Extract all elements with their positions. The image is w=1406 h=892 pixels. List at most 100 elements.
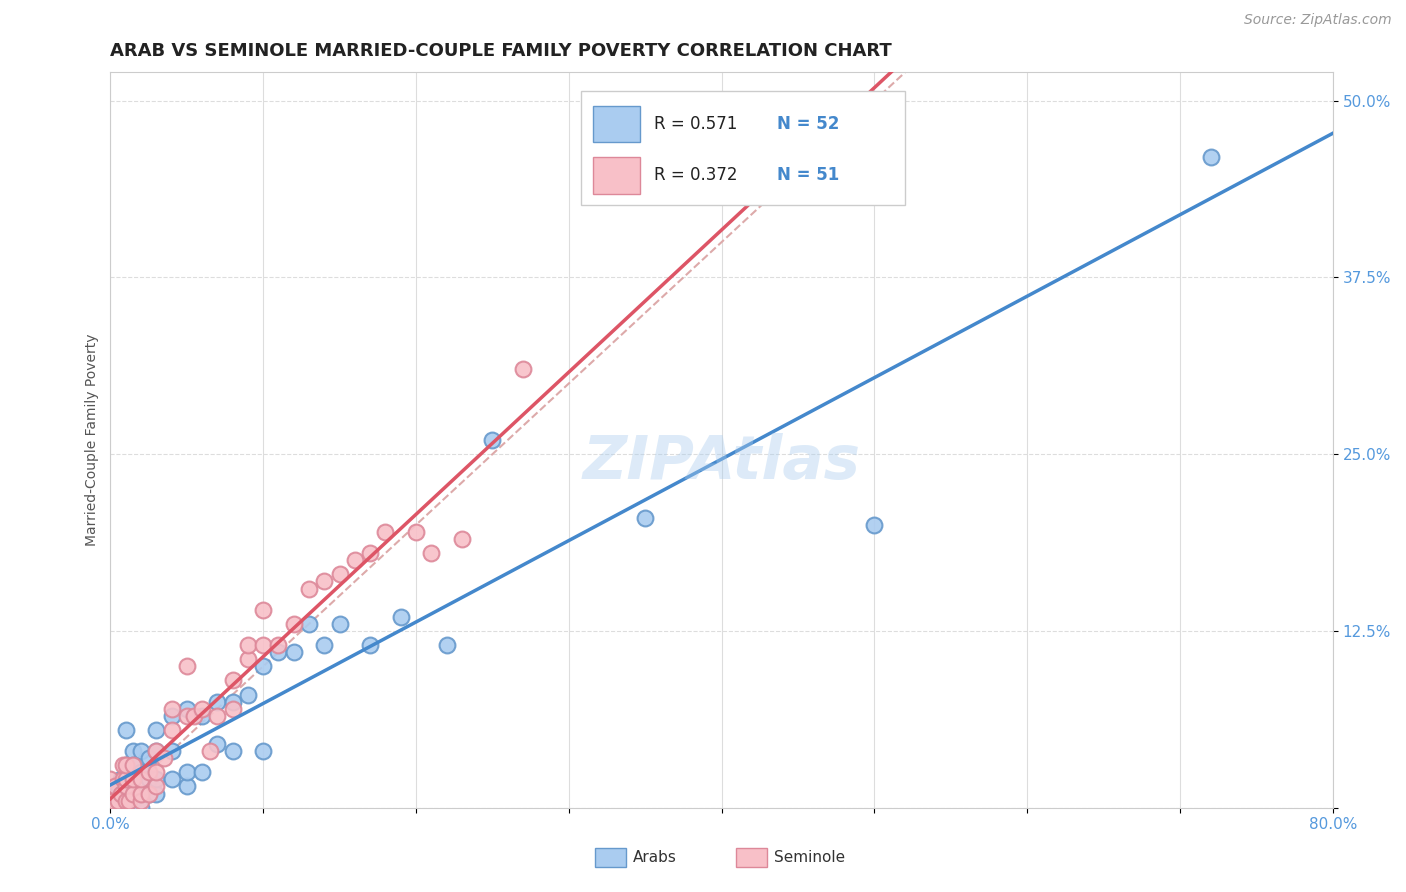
Point [176,765,198,780]
Point [129,765,152,780]
Point [129,800,152,814]
Point [138,787,160,801]
Text: Seminole: Seminole [773,850,845,865]
Point [283,616,305,631]
Point [191,702,214,716]
FancyBboxPatch shape [593,157,640,194]
Point [176,780,198,794]
Point [267,645,290,659]
Point [329,567,352,582]
Point [104,787,127,801]
Point [100,794,122,808]
Point [512,362,534,376]
Point [122,787,145,801]
Point [111,758,134,772]
Point [314,638,336,652]
Text: ZIPAtlas: ZIPAtlas [582,433,860,491]
Point [283,645,305,659]
Point [138,787,160,801]
Point [374,524,396,539]
Point [104,780,127,794]
Point [634,511,657,525]
FancyBboxPatch shape [581,91,905,205]
Point [145,744,167,758]
Point [122,794,145,808]
Text: R = 0.571: R = 0.571 [654,115,738,133]
Point [252,603,274,617]
Point [129,794,152,808]
Point [145,744,167,758]
Y-axis label: Married-Couple Family Poverty: Married-Couple Family Poverty [86,334,100,546]
Point [207,708,229,723]
Point [359,638,381,652]
Point [405,524,427,539]
Point [129,744,152,758]
Point [111,800,134,814]
Point [145,765,167,780]
Point [129,772,152,787]
Point [114,758,136,772]
Point [236,638,259,652]
Point [153,751,176,765]
Text: Source: ZipAtlas.com: Source: ZipAtlas.com [1244,13,1392,28]
Point [118,794,141,808]
Text: ARAB VS SEMINOLE MARRIED-COUPLE FAMILY POVERTY CORRELATION CHART: ARAB VS SEMINOLE MARRIED-COUPLE FAMILY P… [111,42,893,60]
Point [145,723,167,737]
Point [114,794,136,808]
Point [114,758,136,772]
Point [114,780,136,794]
Point [183,708,205,723]
Point [145,780,167,794]
Point [114,794,136,808]
Point [138,751,160,765]
Point [145,787,167,801]
Point [176,708,198,723]
Point [329,616,352,631]
Point [236,688,259,702]
Text: N = 52: N = 52 [776,115,839,133]
Point [314,574,336,589]
Point [221,744,243,758]
Point [111,772,134,787]
Point [343,553,366,567]
Point [389,609,412,624]
Point [221,695,243,709]
Point [863,517,886,532]
Point [236,652,259,666]
Point [110,787,132,801]
Point [138,772,160,787]
Point [122,758,145,772]
Point [176,659,198,673]
Point [129,787,152,801]
Point [207,737,229,751]
Point [107,780,129,794]
Point [100,794,122,808]
Point [118,787,141,801]
Point [160,772,183,787]
Point [221,673,243,688]
Point [198,744,221,758]
Point [160,744,183,758]
Point [122,772,145,787]
Point [191,765,214,780]
Point [122,758,145,772]
Point [207,695,229,709]
Point [359,546,381,560]
Point [298,582,321,596]
Point [160,708,183,723]
Point [145,772,167,787]
Point [107,794,129,808]
Point [122,744,145,758]
Point [114,772,136,787]
FancyBboxPatch shape [593,105,640,143]
Point [138,765,160,780]
Point [176,702,198,716]
Point [160,723,183,737]
Point [420,546,443,560]
Point [450,532,472,546]
Point [122,772,145,787]
Point [191,708,214,723]
Point [481,433,503,447]
Point [129,787,152,801]
Text: N = 51: N = 51 [776,167,839,185]
